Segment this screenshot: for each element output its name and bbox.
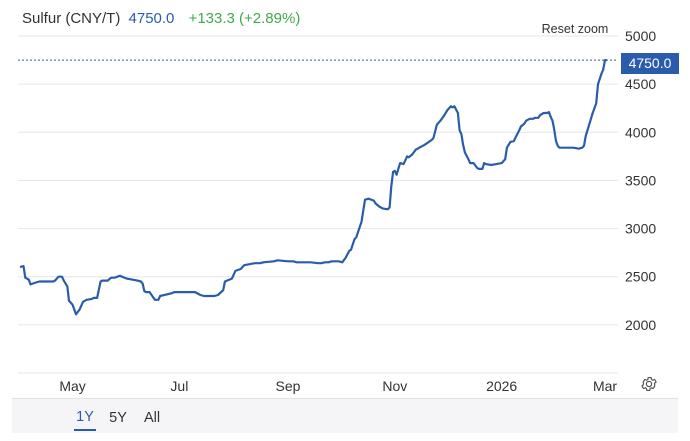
y-tick-label: 4500 — [625, 76, 656, 92]
x-tick-label: May — [59, 378, 85, 394]
reset-zoom-button[interactable]: Reset zoom — [534, 18, 616, 40]
last-price-badge: 4750.0 — [621, 53, 679, 74]
x-tick-label: 2026 — [486, 378, 517, 394]
y-tick-label: 4000 — [625, 124, 656, 140]
y-tick-label: 3000 — [625, 221, 656, 237]
gear-icon — [641, 376, 657, 392]
last-price: 4750.0 — [128, 10, 175, 27]
chart-header: Sulfur (CNY/T) 4750.0 +133.3 (+2.89%) — [22, 10, 300, 27]
range-all-button[interactable]: All — [141, 405, 163, 431]
price-change: +133.3 (+2.89%) — [188, 10, 301, 27]
grid-lines — [18, 35, 618, 374]
range-5y-button[interactable]: 5Y — [107, 405, 129, 431]
range-1y-button[interactable]: 1Y — [74, 405, 96, 431]
x-axis: May Jul Sep Nov 2026 Mar — [59, 378, 617, 394]
y-tick-label: 3500 — [625, 172, 656, 188]
y-axis: 2000 2500 3000 3500 4000 4500 5000 — [625, 28, 656, 333]
x-tick-label: Sep — [276, 378, 301, 394]
y-tick-label: 5000 — [625, 28, 656, 44]
settings-button[interactable] — [640, 375, 658, 393]
range-selector: 1Y 5Y All — [12, 398, 678, 433]
x-tick-label: Jul — [170, 378, 188, 394]
y-tick-label: 2000 — [625, 317, 656, 333]
x-tick-label: Mar — [593, 378, 617, 394]
series-line-sulfur — [19, 59, 607, 316]
x-tick-label: Nov — [382, 378, 407, 394]
instrument-name: Sulfur (CNY/T) — [22, 10, 121, 27]
y-tick-label: 2500 — [625, 269, 656, 285]
